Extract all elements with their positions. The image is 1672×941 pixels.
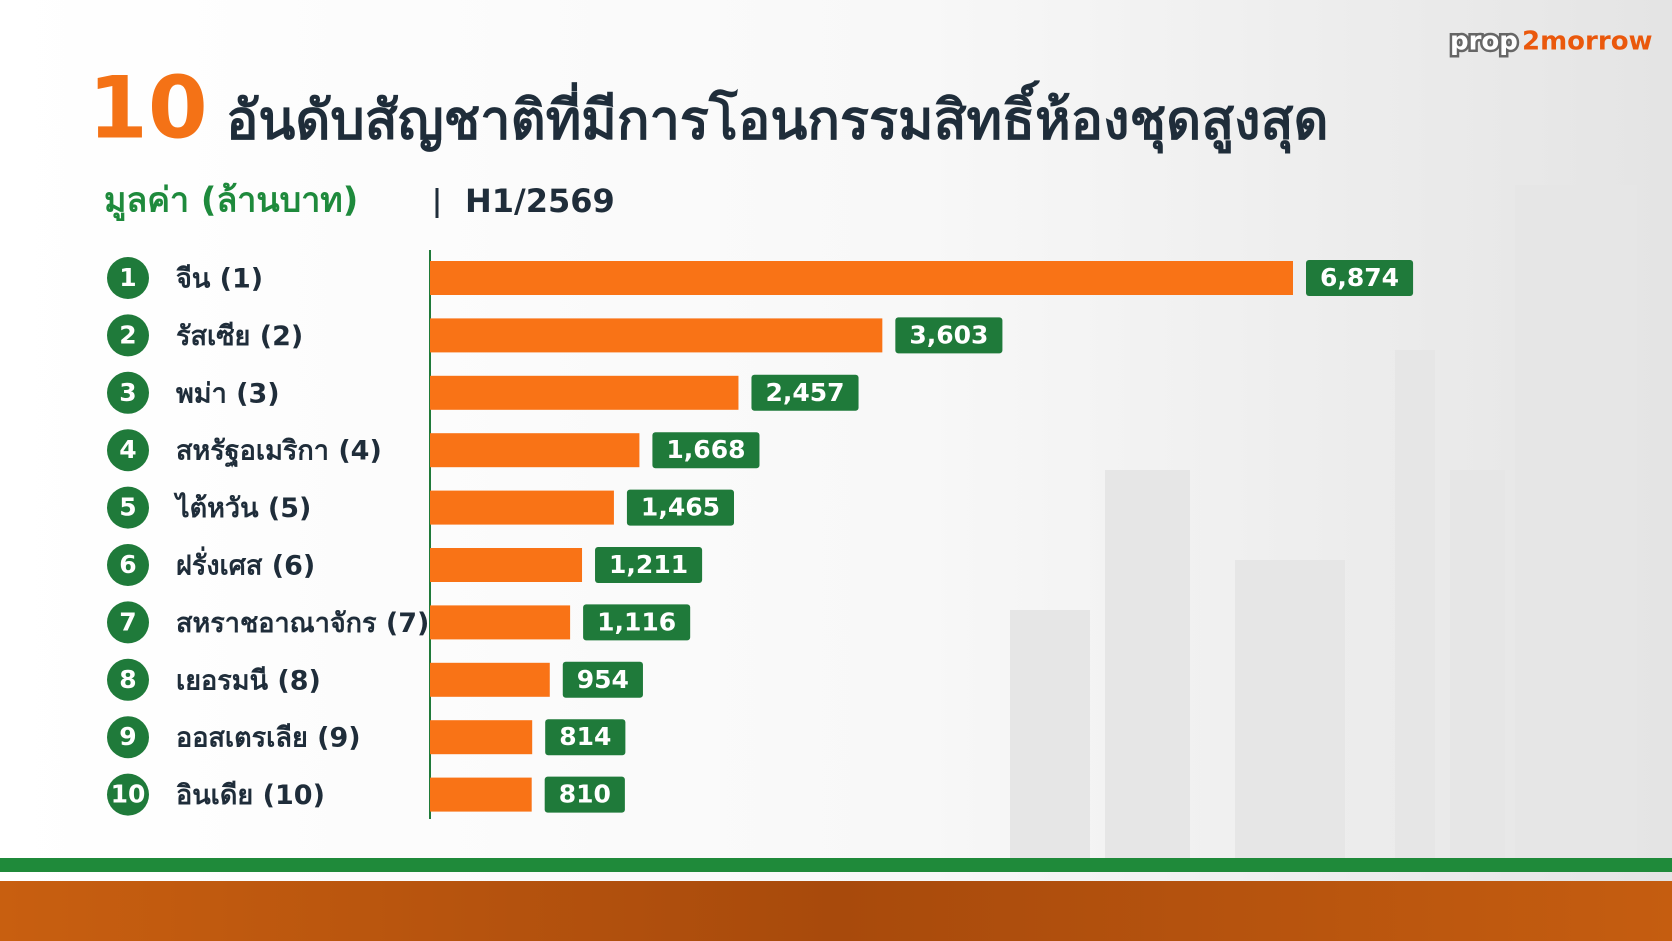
period: H1/2569: [465, 182, 615, 220]
value-label: 1,668: [666, 435, 745, 464]
bar: [430, 490, 614, 525]
bar: [430, 662, 550, 697]
bar: [430, 375, 739, 410]
category-label: เยอรมนี (8): [176, 665, 321, 696]
category-label: ไต้หวัน (5): [173, 492, 311, 524]
bar: [430, 433, 640, 468]
value-label-bg: [895, 317, 1003, 354]
title-rank: 10: [88, 58, 208, 158]
value-label-bg: [562, 661, 643, 698]
rank-number: 6: [119, 550, 136, 579]
category-label: ฝรั่งเศส (6): [176, 546, 315, 582]
rank-number: 3: [119, 378, 136, 407]
rank-number: 9: [119, 722, 136, 751]
category-label: ออสเตรเลีย (9): [176, 723, 361, 754]
bar: [430, 605, 571, 640]
value-label: 954: [577, 665, 629, 694]
category-label: จีน (1): [176, 264, 263, 295]
rank-badge: [107, 658, 149, 701]
subtitle: มูลค่า (ล้านบาท): [104, 181, 358, 222]
rank-badge: [107, 773, 149, 816]
category-label: อินเดีย (10): [176, 780, 325, 811]
value-label: 3,603: [909, 320, 988, 349]
value-label-bg: [545, 719, 626, 756]
logo-prop: prop: [1450, 27, 1518, 57]
bar: [430, 548, 583, 582]
category-label: รัสเซีย (2): [176, 321, 303, 352]
rank-number: 5: [119, 493, 136, 522]
value-label-bg: [751, 374, 859, 411]
value-label-bg: [1306, 260, 1414, 296]
rank-badge: [107, 716, 149, 759]
value-label: 814: [559, 722, 611, 751]
category-label: สหรัฐอเมริกา (4): [176, 436, 382, 469]
bar: [430, 261, 1293, 295]
value-label: 810: [559, 780, 611, 809]
rank-badge: [107, 257, 149, 299]
value-label: 1,211: [609, 550, 688, 579]
rank-number: 1: [119, 263, 136, 292]
rank-badge: [107, 314, 149, 357]
value-label-bg: [544, 776, 625, 813]
city-skyline: [1010, 185, 1637, 860]
rank-number: 7: [119, 607, 136, 636]
logo-2morrow: 2morrow: [1522, 27, 1653, 57]
value-label: 1,116: [597, 607, 676, 636]
rank-badge: [107, 544, 149, 586]
bar: [430, 720, 533, 755]
title: อันดับสัญชาติที่มีการโอนกรรมสิทธิ์ห้องชุ…: [226, 80, 1329, 155]
value-label: 6,874: [1320, 263, 1399, 292]
rank-badge: [107, 601, 149, 644]
value-label-bg: [583, 604, 691, 641]
bar: [430, 318, 883, 353]
value-label-bg: [626, 489, 735, 526]
rank-badge: [107, 371, 149, 414]
rank-badge: [107, 486, 149, 529]
rank-badge: [107, 429, 149, 472]
rank-number: 2: [119, 320, 136, 349]
value-label-bg: [595, 547, 703, 583]
value-label: 1,465: [641, 493, 720, 522]
rank-number: 4: [119, 435, 136, 464]
green-stripe: [0, 858, 1672, 872]
bar: [430, 777, 532, 812]
value-label: 2,457: [765, 378, 844, 407]
category-label: พม่า (3): [176, 378, 280, 409]
rank-number: 10: [111, 780, 146, 809]
value-label-bg: [652, 432, 760, 469]
category-label: สหราชอาณาจักร (7): [176, 608, 429, 639]
orange-stripe: [0, 881, 1672, 941]
rank-number: 8: [119, 665, 136, 694]
